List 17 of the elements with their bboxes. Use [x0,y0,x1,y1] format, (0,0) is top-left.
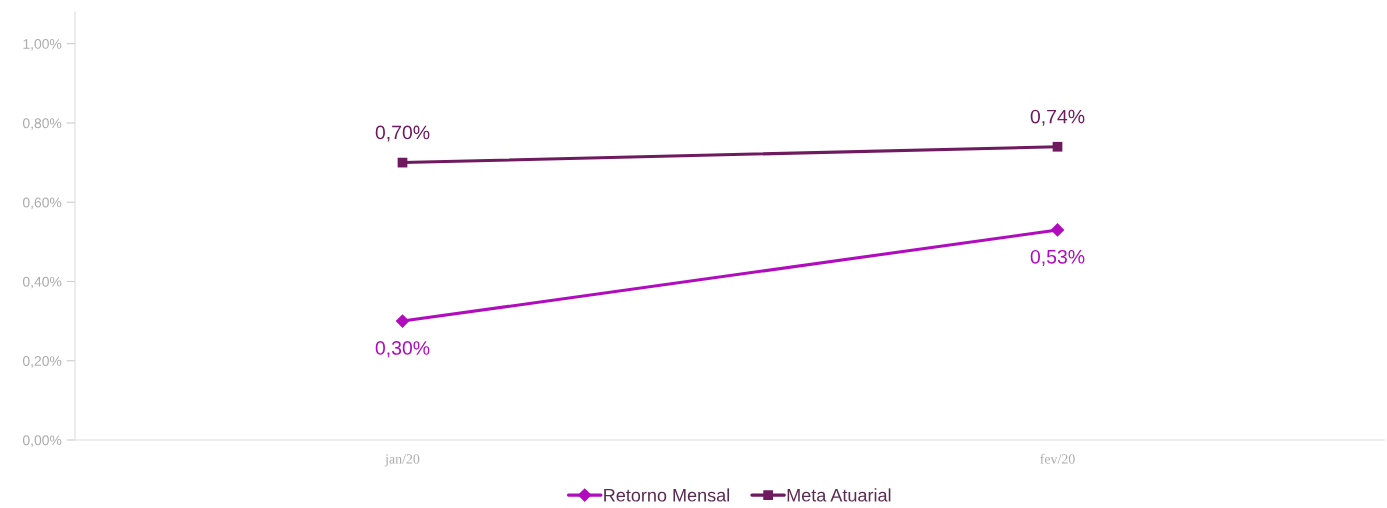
data-label: 0,53% [1030,249,1085,266]
legend-label: Retorno Mensal [604,488,729,502]
legend-label: Meta Atuarial [787,488,891,502]
y-tick-label: 0,20% [22,356,62,368]
point [1052,141,1063,152]
y-tick-label: 1,00% [23,39,62,51]
data-label: 0,70% [375,125,430,142]
y-tick-label: 0,80% [22,118,62,130]
y-tick-label: 0,40% [22,276,62,289]
point [1050,223,1065,237]
y-tick-label: 0,00% [22,435,62,447]
point [395,314,410,328]
data-label: 0,74% [1030,109,1085,126]
data-label: 0,30% [375,341,430,358]
x-tick-label: jan/20 [384,454,420,467]
x-tick-label: fev/20 [1040,453,1075,464]
y-tick-label: 0,60% [22,197,62,210]
